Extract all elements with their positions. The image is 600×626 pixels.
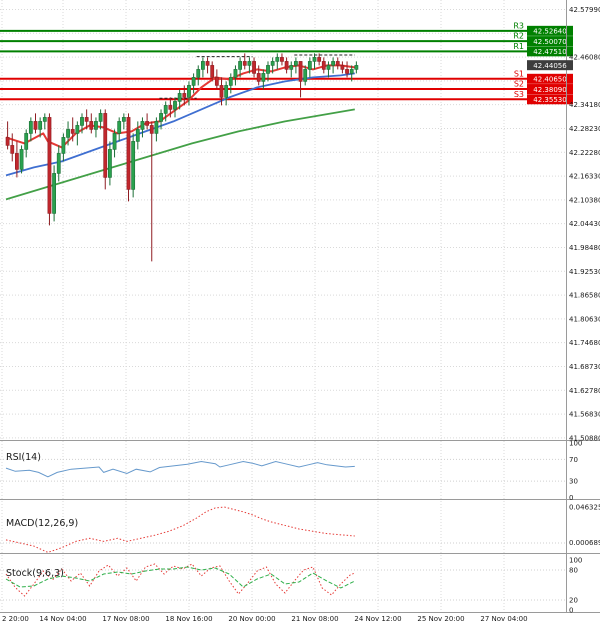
pivot-price-box-r1: [527, 46, 573, 57]
svg-text:0: 0: [569, 607, 573, 615]
svg-text:100: 100: [569, 440, 582, 448]
panel-separators: [0, 0, 600, 613]
pivot-price-box-r3: [527, 25, 573, 36]
svg-text:20: 20: [569, 597, 578, 605]
time-tick-label: 17 Nov 08:00: [102, 615, 149, 623]
price-tick-label: 41.98480: [569, 244, 600, 252]
price-tick-label: 41.50880: [569, 434, 600, 442]
pivot-name-r2: R2: [513, 32, 524, 41]
stoch-d-line: [5, 566, 356, 589]
price-axis: 42.57990 42.46080 42.34180 42.28230 42.22280…: [527, 6, 600, 442]
current-price-label: 42.44056: [533, 62, 567, 70]
time-tick-label: 25 Nov 20:00: [417, 615, 464, 623]
price-tick-label: 41.86580: [569, 292, 600, 300]
pivot-name-r1: R1: [513, 42, 524, 51]
pivot-price-box-r2: [527, 36, 573, 47]
price-tick-label: 41.62780: [569, 387, 600, 395]
svg-text:42.52640: 42.52640: [533, 28, 566, 36]
price-tick-label: 42.22280: [569, 149, 600, 157]
svg-text:30: 30: [569, 478, 578, 486]
price-tick-label: 41.56830: [569, 411, 600, 419]
svg-text:0.046325: 0.046325: [569, 503, 600, 511]
candles: [5, 53, 359, 262]
price-tick-label: 42.57990: [569, 6, 600, 14]
macd-panel: 0.046325 0.0006895: [0, 503, 600, 553]
svg-text:42.50070: 42.50070: [533, 38, 566, 46]
stochastic-panel: 100 80 20 0: [0, 557, 582, 615]
price-tick-label: 41.92530: [569, 268, 600, 276]
macd-indicator-label: MACD(12,26,9): [6, 518, 79, 529]
macd-line: [5, 506, 355, 553]
time-tick-label: 18 Nov 16:00: [165, 615, 212, 623]
svg-text:0.0006895: 0.0006895: [569, 539, 600, 547]
price-tick-label: 42.16330: [569, 173, 600, 181]
rsi-line: [5, 460, 355, 478]
price-tick-label: 42.34180: [569, 101, 600, 109]
time-axis: 2 20:00 14 Nov 04:00 17 Nov 08:00 18 Nov 16…: [2, 615, 528, 623]
svg-text:42.47510: 42.47510: [533, 48, 566, 56]
rsi-panel: 100 70 30 0: [0, 440, 582, 502]
time-tick-label: 24 Nov 12:00: [354, 615, 401, 623]
pivot-price-box-s3: [527, 94, 573, 105]
time-tick-label: 2 20:00: [2, 615, 29, 623]
time-tick-label: 20 Nov 00:00: [228, 615, 275, 623]
stochastic-indicator-label: Stock(9,6,3): [6, 568, 64, 579]
svg-text:0: 0: [569, 494, 573, 502]
price-tick-label: 41.74680: [569, 339, 600, 347]
pivot-name-s1: S1: [514, 69, 524, 78]
price-tick-label: 42.10380: [569, 196, 600, 204]
svg-text:42.35530: 42.35530: [533, 96, 566, 104]
ma-slow-green: [5, 108, 355, 201]
pivot-name-s2: S2: [514, 80, 524, 89]
svg-text:42.40650: 42.40650: [533, 76, 566, 84]
pivot-name-r3: R3: [513, 21, 524, 30]
price-tick-label: 42.04430: [569, 220, 600, 228]
price-tick-label: 42.46080: [569, 54, 600, 62]
rsi-indicator-label: RSI(14): [6, 452, 41, 463]
time-tick-label: 21 Nov 08:00: [291, 615, 338, 623]
svg-text:42.38090: 42.38090: [533, 86, 566, 94]
pivot-name-s3: S3: [514, 90, 524, 99]
gridlines: [0, 0, 566, 612]
time-tick-label: 27 Nov 04:00: [480, 615, 527, 623]
price-tick-label: 41.80630: [569, 315, 600, 323]
price-tick-label: 41.68730: [569, 363, 600, 371]
current-price-box: [527, 60, 573, 71]
price-tick-label: 42.28230: [569, 125, 600, 133]
ma-fast-red: [5, 64, 355, 149]
time-tick-label: 14 Nov 04:00: [39, 615, 86, 623]
ma-mid-blue: [5, 72, 355, 177]
pivot-price-box-s1: [527, 73, 573, 84]
svg-text:100: 100: [569, 557, 582, 565]
svg-text:70: 70: [569, 456, 578, 464]
pivot-price-box-s2: [527, 84, 573, 95]
svg-text:80: 80: [569, 567, 578, 575]
